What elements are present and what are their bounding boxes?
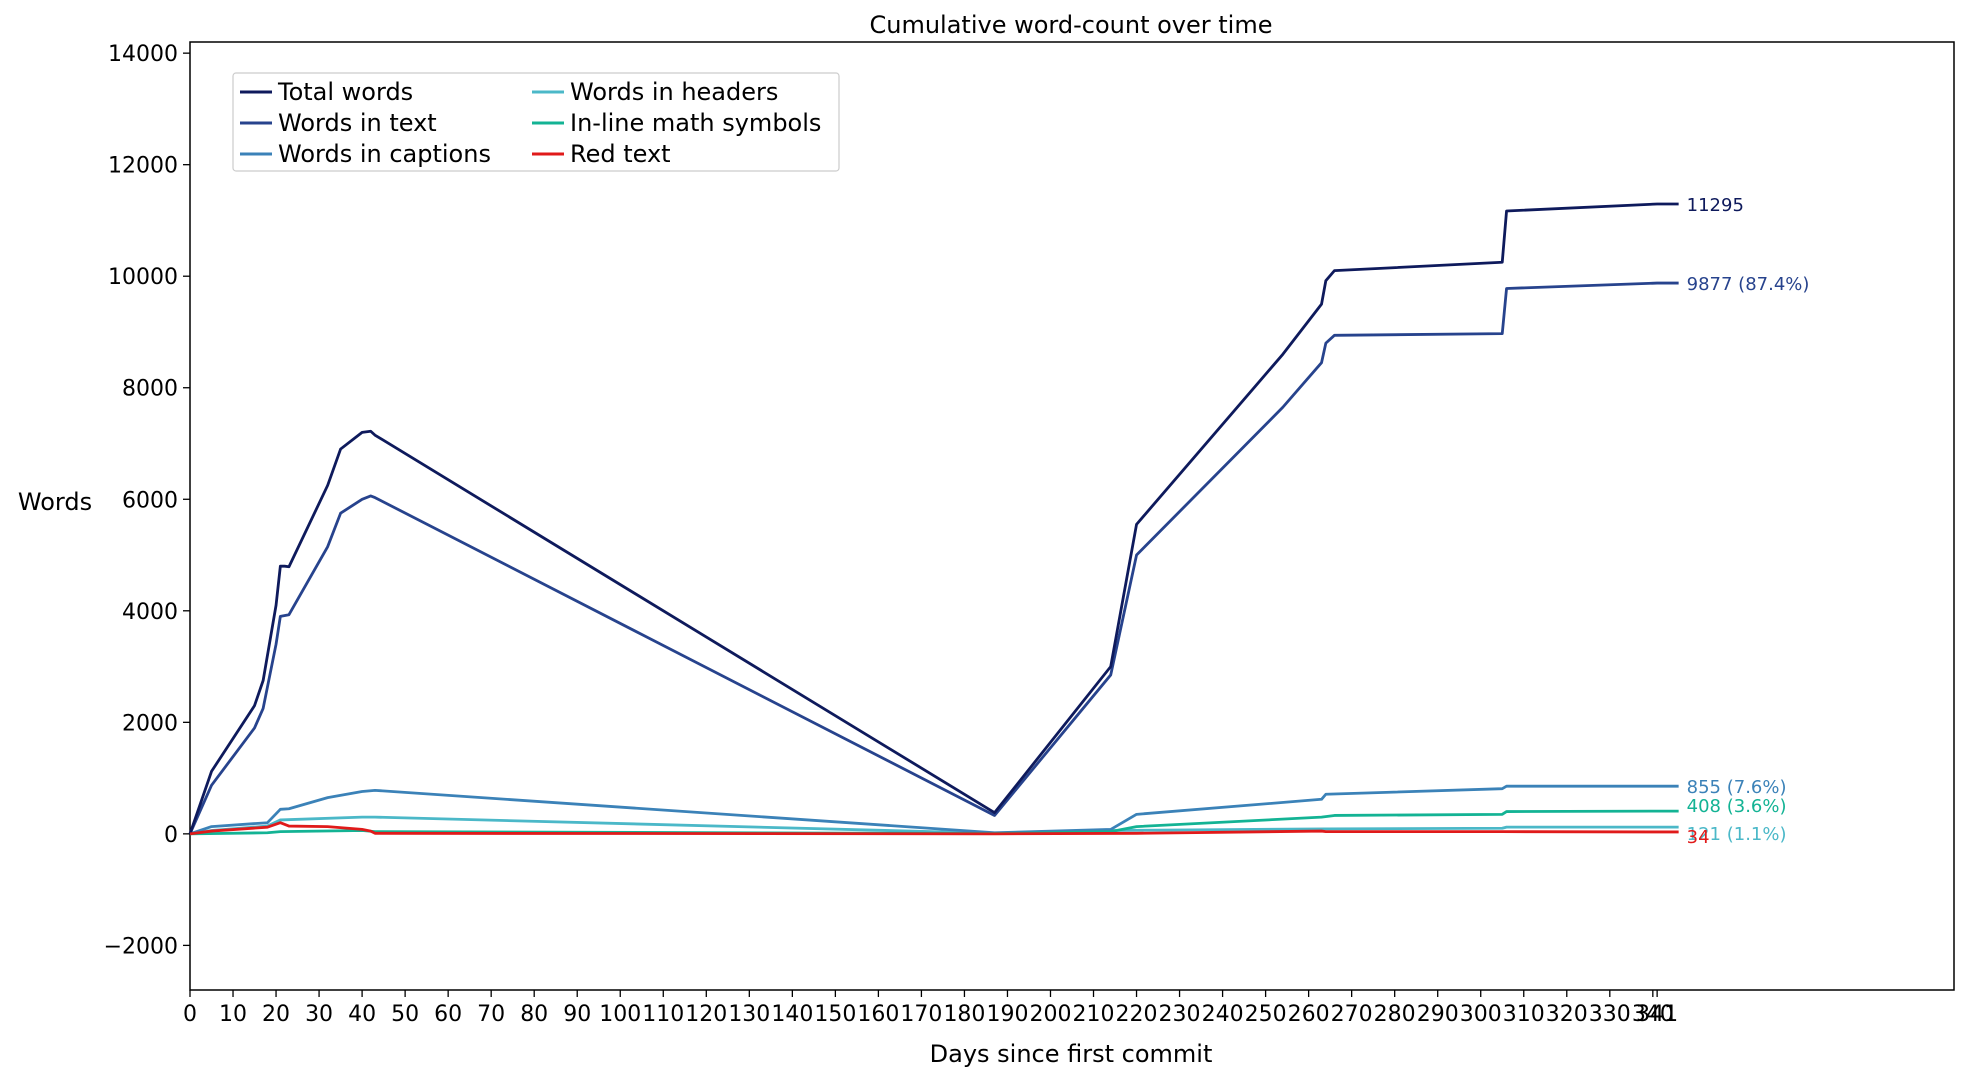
legend-label: Words in captions [278, 140, 491, 168]
y-tick-label: 6000 [122, 488, 178, 513]
x-tick-label: 170 [900, 1002, 942, 1027]
series-end-label: 34 [1687, 827, 1710, 848]
x-tick-label: 0 [183, 1002, 197, 1027]
x-tick-label: 110 [642, 1002, 684, 1027]
x-tick-label: 20 [262, 1002, 290, 1027]
y-tick-label: 10000 [108, 265, 178, 290]
x-tick-label: 310 [1503, 1002, 1545, 1027]
legend-label: Red text [570, 140, 671, 168]
x-tick-label: 150 [814, 1002, 856, 1027]
x-axis-label: Days since first commit [930, 1040, 1213, 1068]
x-tick-label: 140 [771, 1002, 813, 1027]
series-lines [188, 202, 1679, 836]
x-tick-label: 200 [1029, 1002, 1071, 1027]
series-end-label: 121 (1.1%) [1687, 824, 1787, 845]
x-tick-label: 250 [1245, 1002, 1287, 1027]
legend-label: Words in text [278, 109, 437, 137]
series-line [189, 821, 1679, 836]
x-tick-label: 100 [599, 1002, 641, 1027]
x-tick-label: 270 [1331, 1002, 1373, 1027]
legend-label: Total words [277, 78, 413, 106]
x-tick-label: 130 [728, 1002, 770, 1027]
y-tick-label: 0 [164, 823, 178, 848]
series-line [188, 281, 1679, 835]
y-axis-label: Words [18, 488, 92, 516]
series-line [188, 202, 1679, 835]
x-tick-label: 10 [219, 1002, 247, 1027]
x-tick-label: 120 [685, 1002, 727, 1027]
x-tick-label: 290 [1417, 1002, 1459, 1027]
legend: Total words Words in text Words in caption… [232, 72, 840, 172]
series-end-label: 855 (7.6%) [1687, 777, 1787, 798]
x-tick-label: 320 [1546, 1002, 1588, 1027]
x-tick-label: 30 [305, 1002, 333, 1027]
y-tick-label: 12000 [108, 154, 178, 179]
x-tick-label: 260 [1288, 1002, 1330, 1027]
y-tick-label: −2000 [104, 934, 178, 959]
x-tick-label: 90 [563, 1002, 591, 1027]
y-tick-label: 2000 [122, 711, 178, 736]
x-tick-label: 341 [1636, 1002, 1678, 1027]
axis-ticks: 0 10 20 30 40 50 60 70 80 90 100 110 120 130 140 150 160… [104, 42, 1679, 1027]
x-tick-label: 80 [520, 1002, 548, 1027]
chart-title: Cumulative word-count over time [870, 11, 1273, 39]
x-tick-label: 340 [1632, 1002, 1674, 1027]
x-tick-label: 190 [986, 1002, 1028, 1027]
x-tick-label: 230 [1159, 1002, 1201, 1027]
series-end-label: 408 (3.6%) [1687, 796, 1787, 817]
series-end-label: 9877 (87.4%) [1687, 274, 1810, 295]
x-tick-label: 300 [1460, 1002, 1502, 1027]
x-tick-label: 180 [943, 1002, 985, 1027]
y-tick-label: 8000 [122, 377, 178, 402]
legend-label: Words in headers [570, 78, 778, 106]
x-tick-label: 50 [391, 1002, 419, 1027]
x-tick-label: 210 [1073, 1002, 1115, 1027]
end-labels: 11295 9877 (87.4%) 855 (7.6%) 121 (1.1%) 408… [1687, 195, 1810, 848]
x-tick-label: 70 [477, 1002, 505, 1027]
x-tick-label: 40 [348, 1002, 376, 1027]
plot-frame [189, 41, 1955, 991]
x-tick-label: 330 [1589, 1002, 1631, 1027]
y-tick-label: 14000 [108, 42, 178, 67]
x-tick-label: 60 [434, 1002, 462, 1027]
series-line [189, 784, 1679, 836]
series-end-label: 11295 [1687, 195, 1744, 216]
x-tick-label: 160 [857, 1002, 899, 1027]
x-tick-label: 280 [1374, 1002, 1416, 1027]
y-tick-label: 4000 [122, 600, 178, 625]
x-tick-label: 220 [1116, 1002, 1158, 1027]
x-tick-label: 240 [1202, 1002, 1244, 1027]
series-line [189, 809, 1679, 836]
legend-label: In-line math symbols [570, 109, 821, 137]
